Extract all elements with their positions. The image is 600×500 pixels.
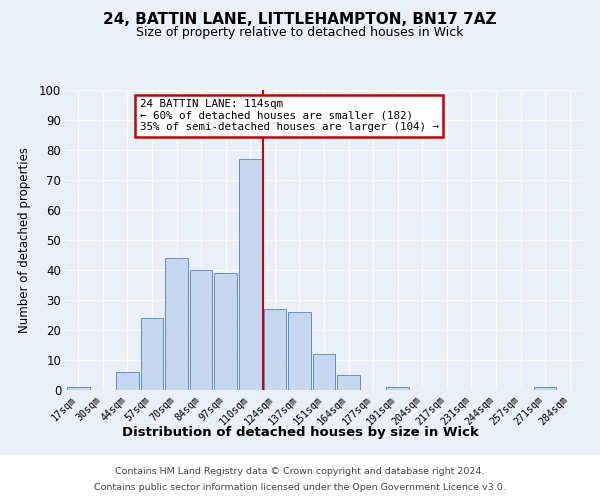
Bar bbox=[288, 312, 311, 390]
Y-axis label: Number of detached properties: Number of detached properties bbox=[17, 147, 31, 333]
Bar bbox=[534, 387, 556, 390]
Bar bbox=[190, 270, 212, 390]
Bar bbox=[140, 318, 163, 390]
Bar bbox=[165, 258, 188, 390]
Bar bbox=[116, 372, 139, 390]
Bar bbox=[263, 309, 286, 390]
Bar bbox=[337, 375, 360, 390]
Text: Contains public sector information licensed under the Open Government Licence v3: Contains public sector information licen… bbox=[94, 483, 506, 492]
Text: Contains HM Land Registry data © Crown copyright and database right 2024.: Contains HM Land Registry data © Crown c… bbox=[115, 466, 485, 475]
Bar bbox=[214, 273, 237, 390]
Text: Distribution of detached houses by size in Wick: Distribution of detached houses by size … bbox=[122, 426, 478, 439]
Bar bbox=[386, 387, 409, 390]
Bar bbox=[67, 387, 89, 390]
Text: 24, BATTIN LANE, LITTLEHAMPTON, BN17 7AZ: 24, BATTIN LANE, LITTLEHAMPTON, BN17 7AZ bbox=[103, 12, 497, 28]
Bar bbox=[313, 354, 335, 390]
Text: Size of property relative to detached houses in Wick: Size of property relative to detached ho… bbox=[136, 26, 464, 39]
Bar bbox=[239, 159, 262, 390]
Text: 24 BATTIN LANE: 114sqm
← 60% of detached houses are smaller (182)
35% of semi-de: 24 BATTIN LANE: 114sqm ← 60% of detached… bbox=[140, 99, 439, 132]
